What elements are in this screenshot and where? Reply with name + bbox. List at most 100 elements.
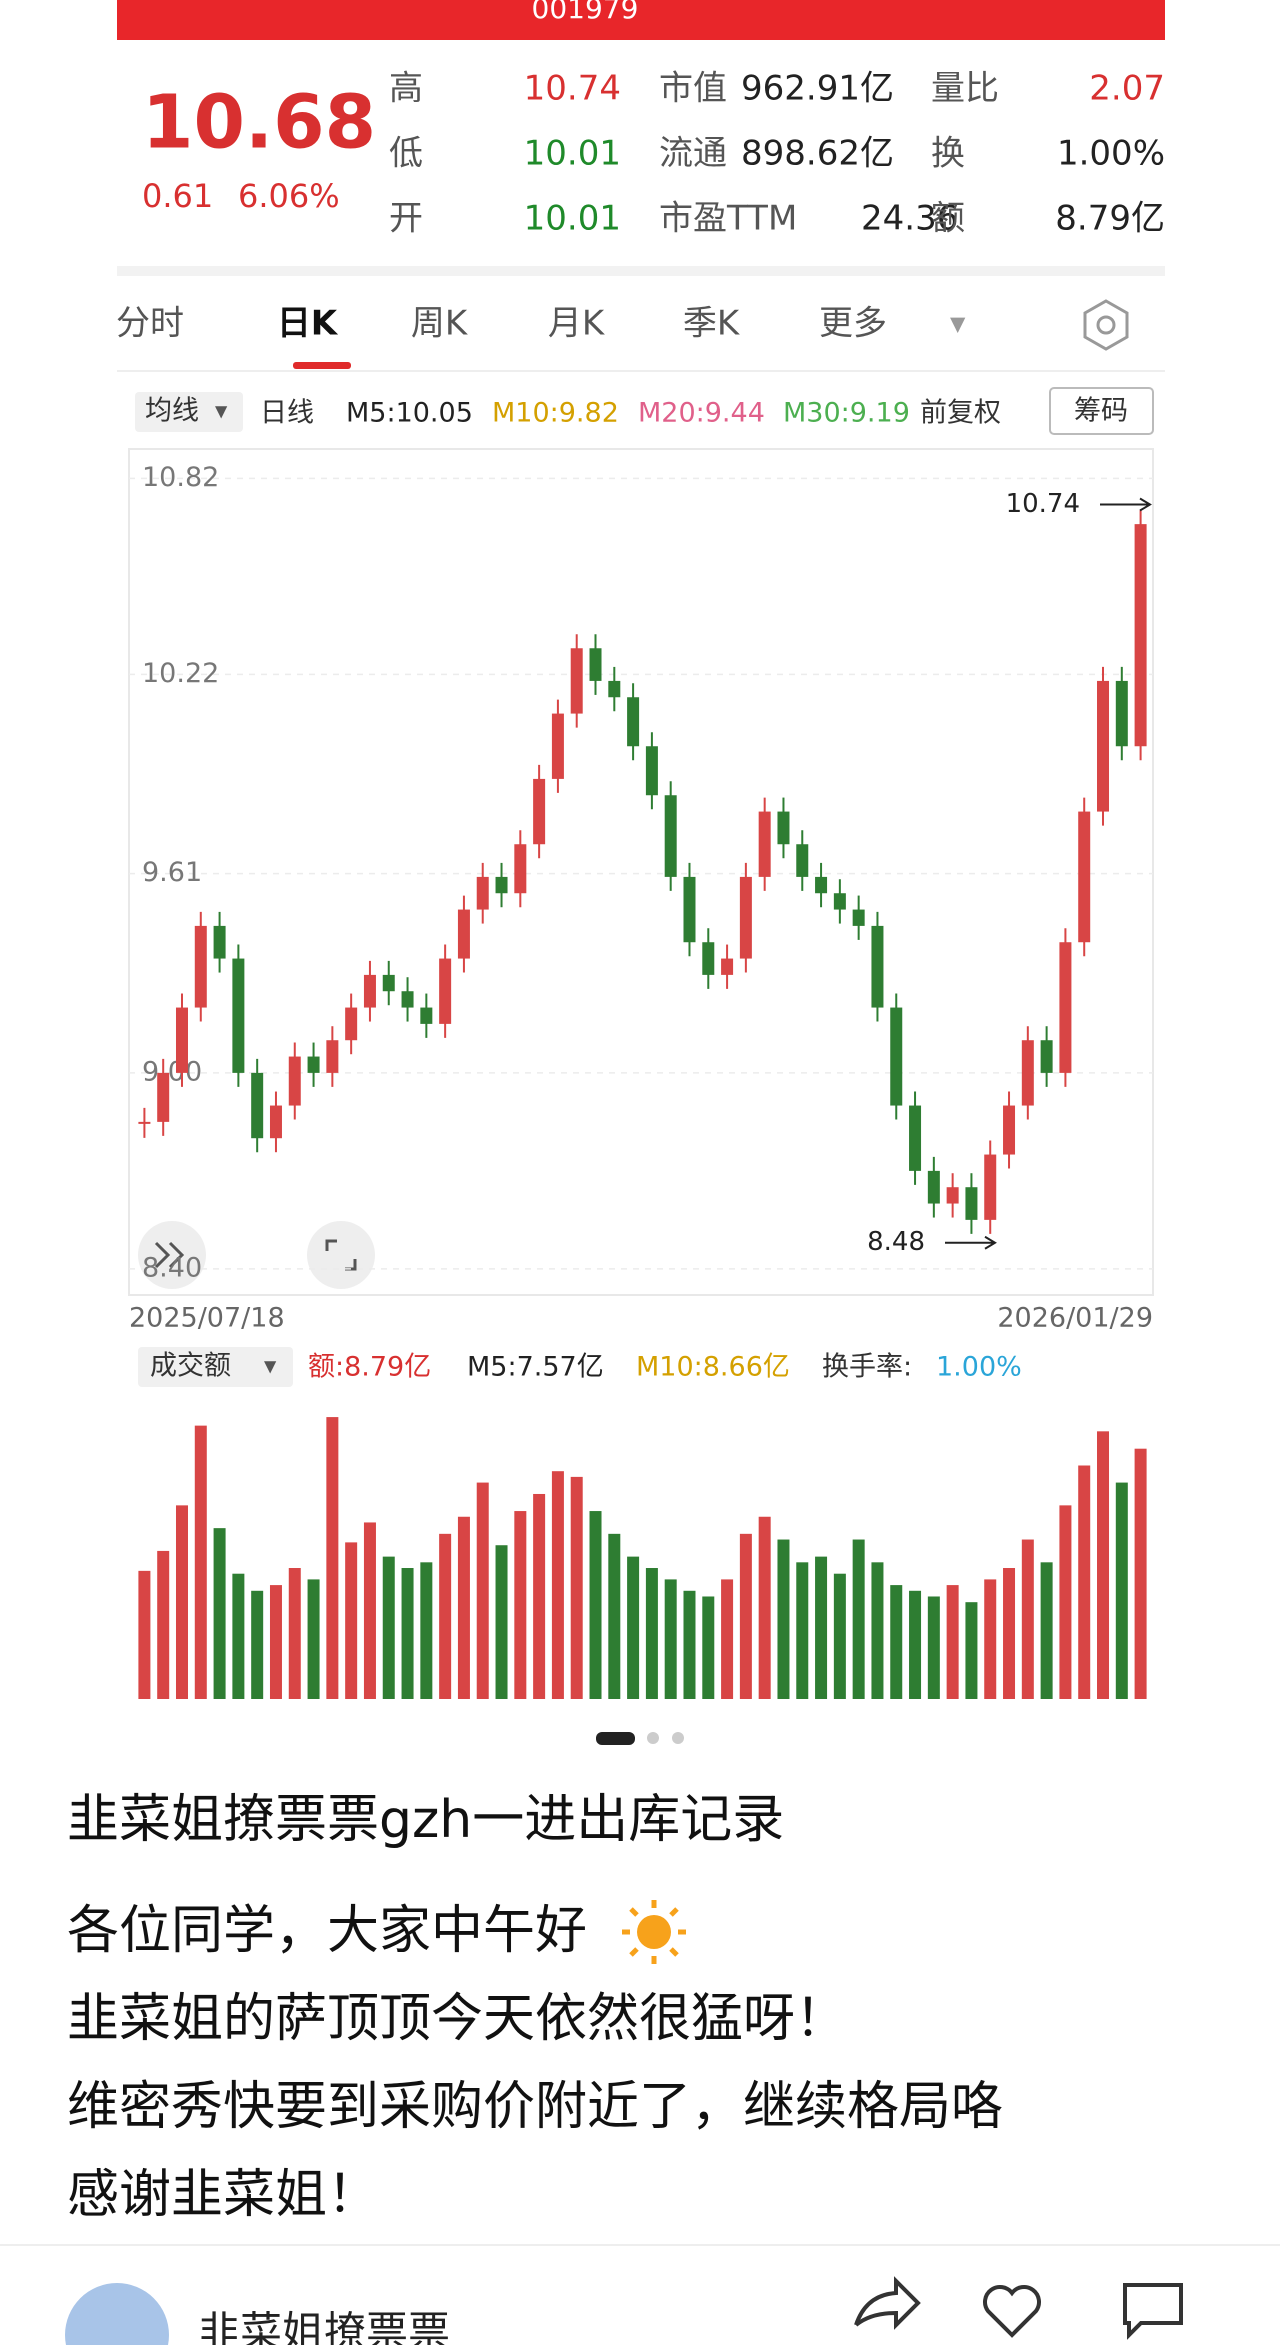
candle	[514, 844, 527, 894]
volume-selector-label: 成交额	[150, 1351, 231, 1382]
like-icon[interactable]	[983, 2285, 1041, 2338]
dropdown-caret: ▼	[264, 1357, 277, 1376]
candle	[194, 925, 207, 1008]
volume-bar	[194, 1425, 207, 1699]
volume-bar	[777, 1539, 790, 1699]
candle	[702, 942, 715, 975]
volume-selector[interactable]	[138, 1347, 293, 1387]
chip-label: 筹码	[1074, 396, 1128, 427]
volume-bar	[702, 1596, 715, 1699]
candle	[439, 958, 452, 1024]
candle	[796, 844, 809, 877]
fullscreen-button[interactable]	[307, 1221, 375, 1289]
stat-value: 2.07	[1089, 69, 1165, 109]
share-icon[interactable]	[854, 2276, 921, 2330]
stat-value: 962.91亿	[741, 69, 894, 109]
tab[interactable]: 分时	[116, 304, 184, 344]
candle	[420, 1007, 433, 1024]
chip-button[interactable]	[1049, 387, 1154, 435]
post-line: 维密秀快要到采购价附近了，继续格局咯	[67, 2077, 1003, 2137]
volume-bar	[251, 1590, 264, 1699]
sun-emoji	[622, 1900, 686, 1964]
candle	[608, 680, 621, 698]
volume-bar	[758, 1516, 771, 1699]
candle	[852, 909, 865, 926]
volume-bar	[946, 1585, 959, 1699]
arrow	[1100, 497, 1152, 512]
volume-bar	[439, 1533, 452, 1699]
candle	[269, 1105, 282, 1139]
tab[interactable]: 周K	[411, 304, 469, 344]
tab[interactable]: 更多	[819, 304, 887, 344]
candle	[251, 1072, 264, 1139]
volume-bar	[570, 1476, 583, 1699]
candle	[307, 1056, 320, 1073]
stat-label: 市盈TTM	[659, 199, 797, 239]
volume-bar	[984, 1579, 997, 1699]
stat-label: 开	[389, 199, 423, 239]
stock-code: 001979	[532, 0, 639, 25]
candle	[533, 778, 546, 845]
volume-bar	[1078, 1465, 1091, 1699]
candle	[1021, 1040, 1034, 1106]
volume-bar	[232, 1573, 245, 1699]
volume-bar	[852, 1539, 865, 1699]
stat-label: 市值	[659, 69, 727, 109]
candle	[683, 876, 696, 943]
volume-stat: 额:8.79亿	[308, 1352, 431, 1383]
active-tab-indicator	[293, 362, 351, 369]
volume-bar	[927, 1596, 940, 1699]
y-tick-label: 8.40	[142, 1252, 202, 1283]
volume-bar	[871, 1562, 884, 1699]
volume-bar	[739, 1533, 752, 1699]
tab[interactable]: 季K	[683, 304, 741, 344]
volume-bar	[157, 1550, 170, 1699]
tab[interactable]: 月K	[548, 304, 606, 344]
volume-bar	[514, 1511, 527, 1699]
candle	[815, 876, 828, 894]
expand-button[interactable]	[138, 1221, 206, 1289]
candle	[551, 713, 564, 779]
volume-bar	[796, 1562, 809, 1699]
ma-selector-label: 均线	[145, 396, 199, 427]
volume-bar	[288, 1568, 301, 1699]
avatar[interactable]	[65, 2283, 169, 2345]
page-dot-active	[596, 1732, 635, 1745]
stat-label: 换	[931, 134, 965, 174]
settings-icon[interactable]	[1083, 299, 1129, 351]
candle	[457, 909, 470, 959]
candle	[213, 925, 226, 959]
y-tick-label: 9.61	[142, 857, 202, 888]
volume-bar	[382, 1556, 395, 1699]
candle	[984, 1154, 997, 1220]
volume-bar	[138, 1570, 151, 1699]
candle	[363, 974, 376, 1008]
tab[interactable]: 日K	[277, 304, 339, 344]
stat-value: 8.79亿	[1055, 199, 1165, 239]
high-annotation: 10.74	[1006, 489, 1080, 519]
comment-icon[interactable]	[1123, 2283, 1183, 2340]
y-tick-label: 9.00	[142, 1056, 202, 1087]
page-dot	[672, 1732, 684, 1744]
stat-value: 10.74	[524, 69, 621, 109]
candle	[1059, 942, 1072, 1073]
author[interactable]: 韭菜姐撩票票	[198, 2308, 450, 2345]
candle	[627, 697, 640, 747]
candle	[946, 1187, 959, 1204]
volume-bar	[1059, 1505, 1072, 1699]
volume-bar	[721, 1579, 734, 1699]
candle	[721, 958, 734, 975]
stat-value: 898.62亿	[741, 134, 894, 174]
volume-bar	[1040, 1562, 1053, 1699]
volume-bar	[1003, 1568, 1016, 1699]
candle	[890, 1007, 903, 1106]
post-line: 各位同学，大家中午好	[67, 1901, 587, 1961]
price: 10.68	[142, 80, 376, 166]
volume-bar	[345, 1542, 358, 1699]
top-bar	[117, 0, 1165, 40]
ma-selector[interactable]	[135, 392, 243, 432]
volume-stat: M10:8.66亿	[636, 1352, 790, 1383]
stat-label: 额	[931, 199, 965, 239]
volume-bar	[476, 1482, 489, 1699]
volume-bar	[551, 1471, 564, 1699]
